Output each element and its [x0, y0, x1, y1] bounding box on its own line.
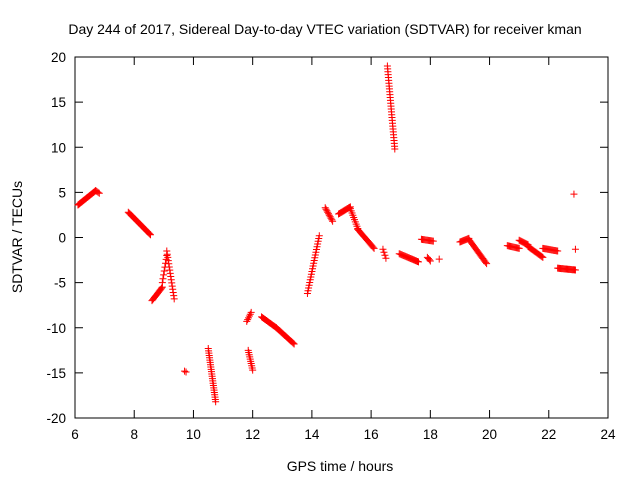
- y-tick-label: 5: [58, 185, 66, 200]
- x-tick-label: 8: [130, 427, 138, 442]
- x-tick-label: 22: [541, 427, 556, 442]
- data-point: [246, 310, 254, 318]
- data-point: [160, 271, 168, 279]
- data-point: [95, 189, 103, 197]
- data-point: [290, 340, 298, 348]
- data-point: [380, 248, 388, 256]
- y-axis-label: SDTVAR / TECUs: [9, 181, 25, 293]
- y-tick-label: -15: [46, 366, 66, 381]
- data-point: [325, 210, 333, 218]
- data-point: [245, 314, 253, 322]
- data-point: [554, 247, 562, 255]
- data-point: [159, 275, 167, 283]
- data-point: [147, 231, 155, 239]
- data-point: [425, 256, 433, 264]
- data-point: [571, 245, 579, 253]
- data-point: [146, 230, 154, 238]
- data-point: [391, 145, 399, 153]
- data-point: [571, 266, 579, 274]
- data-point: [382, 254, 390, 262]
- x-tick-label: 10: [186, 427, 201, 442]
- y-tick-label: -5: [54, 276, 66, 291]
- data-point: [329, 217, 337, 225]
- data-point: [323, 207, 331, 215]
- data-point: [429, 237, 437, 245]
- y-tick-label: 20: [51, 50, 66, 65]
- data-point: [328, 216, 336, 224]
- y-axis-ticks: 20 15 10 5 0 -5 -10 -15 -20: [46, 50, 608, 426]
- data-point: [249, 366, 257, 374]
- chart-title: Day 244 of 2017, Sidereal Day-to-day VTE…: [68, 21, 581, 37]
- data-point: [247, 308, 255, 316]
- x-tick-label: 20: [482, 427, 497, 442]
- x-tick-label: 6: [71, 427, 79, 442]
- x-axis-ticks: 6 8 10 12 14 16 18 20 22 24: [71, 57, 616, 442]
- plot-frame: [74, 56, 609, 419]
- data-point: [324, 208, 332, 216]
- y-tick-label: 0: [58, 231, 66, 246]
- data-point: [170, 295, 178, 303]
- data-point: [414, 258, 422, 266]
- data-point: [515, 244, 523, 252]
- x-tick-label: 18: [423, 427, 438, 442]
- data-point: [315, 232, 323, 240]
- data-point: [145, 229, 153, 237]
- x-tick-label: 16: [364, 427, 379, 442]
- x-axis-label: GPS time / hours: [287, 458, 394, 474]
- data-point: [379, 245, 387, 253]
- y-tick-label: 15: [51, 95, 66, 110]
- data-series: [74, 62, 579, 406]
- data-point: [289, 339, 297, 347]
- data-point: [181, 367, 189, 375]
- data-point: [327, 214, 335, 222]
- x-tick-label: 24: [600, 427, 616, 442]
- data-point: [345, 203, 353, 211]
- x-tick-label: 12: [245, 427, 260, 442]
- data-point: [426, 257, 434, 265]
- data-point: [483, 260, 491, 268]
- data-point: [381, 251, 389, 259]
- y-tick-label: -10: [46, 321, 66, 336]
- data-point: [570, 190, 578, 198]
- data-point: [160, 267, 168, 275]
- data-point: [243, 317, 251, 325]
- data-point: [325, 211, 333, 219]
- y-tick-label: 10: [51, 140, 66, 155]
- data-point: [482, 258, 490, 266]
- x-tick-label: 14: [304, 427, 320, 442]
- data-point: [158, 284, 166, 292]
- data-point: [326, 213, 334, 221]
- data-point: [94, 188, 102, 196]
- data-point: [212, 398, 220, 406]
- data-point: [370, 244, 378, 252]
- data-point: [245, 312, 253, 320]
- data-point: [158, 279, 166, 287]
- data-point: [538, 253, 546, 261]
- data-point: [322, 205, 330, 213]
- data-point: [321, 204, 329, 212]
- data-point: [435, 255, 443, 263]
- data-point: [539, 253, 547, 261]
- y-tick-label: -20: [46, 411, 66, 426]
- data-point: [244, 316, 252, 324]
- data-point: [182, 368, 190, 376]
- data-point: [369, 243, 377, 251]
